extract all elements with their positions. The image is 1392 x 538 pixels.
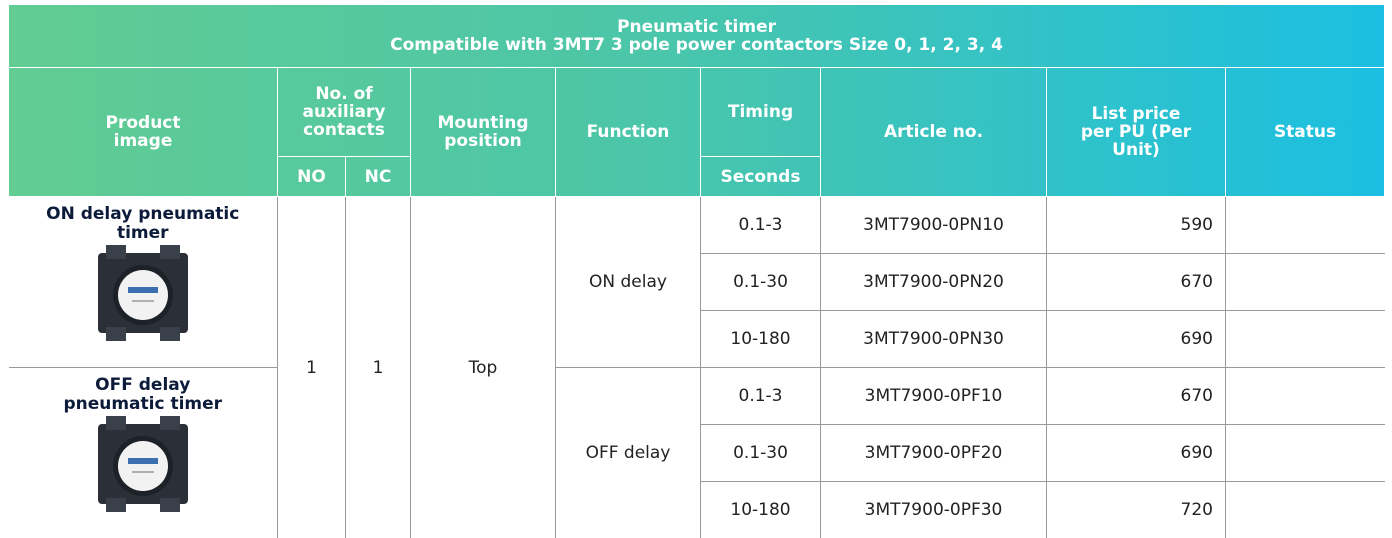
product-label: OFF delay pneumatic timer xyxy=(43,376,243,414)
table-cell: 670 xyxy=(1047,368,1226,425)
table-cell: 10-180 xyxy=(701,482,821,538)
table-cell: 3MT7900-0PF20 xyxy=(821,425,1047,482)
table-cell xyxy=(1226,368,1385,425)
table-cell: 3MT7900-0PN30 xyxy=(821,311,1047,368)
header-text: Mounting position xyxy=(428,114,538,150)
header-cell: Status xyxy=(1226,68,1385,197)
table-cell: 3MT7900-0PF30 xyxy=(821,482,1047,538)
table-cell: ON delay xyxy=(556,197,701,368)
price-table: Pneumatic timer Compatible with 3MT7 3 p… xyxy=(8,5,1385,538)
header-cell: Seconds xyxy=(701,157,821,197)
table-cell: 690 xyxy=(1047,425,1226,482)
table-cell xyxy=(1226,254,1385,311)
header-cell: NO xyxy=(278,157,346,197)
header-cell: Timing xyxy=(701,68,821,157)
table-cell: ON delay pneumatic timer xyxy=(9,197,278,368)
table-cell xyxy=(1226,197,1385,254)
product-image xyxy=(88,414,198,514)
header-text: No. of auxiliary contacts xyxy=(289,85,399,139)
table-subtitle: Compatible with 3MT7 3 pole power contac… xyxy=(9,36,1384,54)
table-cell: 0.1-30 xyxy=(701,425,821,482)
table-cell: Top xyxy=(411,197,556,538)
table-cell: 1 xyxy=(278,197,346,538)
table-cell: 690 xyxy=(1047,311,1226,368)
header-text: List price per PU (Per Unit) xyxy=(1074,105,1199,159)
table-cell: 0.1-3 xyxy=(701,197,821,254)
table-cell xyxy=(1226,311,1385,368)
table-cell: 3MT7900-0PN10 xyxy=(821,197,1047,254)
header-cell: Function xyxy=(556,68,701,197)
table-cell: 0.1-3 xyxy=(701,368,821,425)
table-title-cell: Pneumatic timer Compatible with 3MT7 3 p… xyxy=(9,5,1385,68)
table-cell: 720 xyxy=(1047,482,1226,538)
table-cell xyxy=(1226,425,1385,482)
table-cell: 3MT7900-0PF10 xyxy=(821,368,1047,425)
header-cell: Article no. xyxy=(821,68,1047,197)
header-cell: List price per PU (Per Unit) xyxy=(1047,68,1226,197)
table-cell: 0.1-30 xyxy=(701,254,821,311)
product-label: ON delay pneumatic timer xyxy=(43,205,243,243)
table-cell: 670 xyxy=(1047,254,1226,311)
table-title: Pneumatic timer xyxy=(9,18,1384,36)
table-cell: 1 xyxy=(346,197,411,538)
table-cell: 3MT7900-0PN20 xyxy=(821,254,1047,311)
table-cell: OFF delay pneumatic timer xyxy=(9,368,278,538)
table-cell xyxy=(1226,482,1385,538)
header-cell: No. of auxiliary contacts xyxy=(278,68,411,157)
header-cell: Product image xyxy=(9,68,278,197)
header-cell: NC xyxy=(346,157,411,197)
product-image xyxy=(88,243,198,343)
table-cell: OFF delay xyxy=(556,368,701,538)
table-cell: 590 xyxy=(1047,197,1226,254)
table-cell: 10-180 xyxy=(701,311,821,368)
header-cell: Mounting position xyxy=(411,68,556,197)
header-text: Product image xyxy=(88,114,198,150)
